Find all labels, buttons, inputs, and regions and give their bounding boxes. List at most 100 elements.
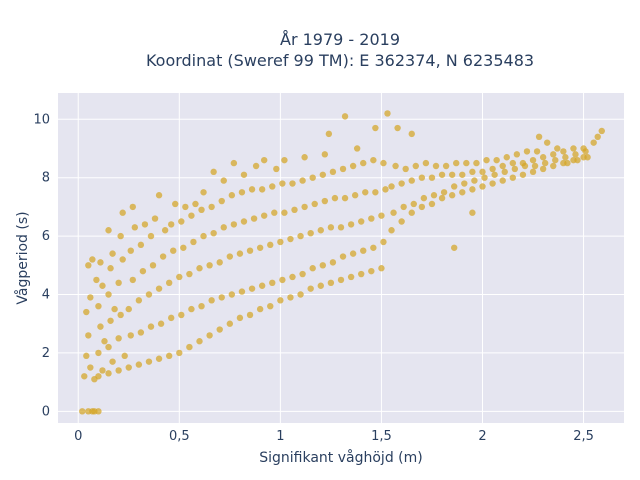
y-tick-label: 8	[42, 171, 50, 186]
data-point	[394, 124, 401, 132]
data-point	[412, 162, 419, 170]
data-point	[131, 224, 139, 231]
data-point	[432, 162, 440, 170]
y-tick-label: 6	[42, 229, 50, 244]
data-point	[83, 308, 90, 316]
data-point	[99, 282, 106, 289]
data-point	[182, 203, 189, 211]
data-point	[471, 177, 478, 184]
data-point	[539, 165, 547, 173]
data-point	[281, 209, 288, 216]
y-tick-label: 2	[42, 346, 50, 361]
data-point	[301, 154, 308, 161]
data-point	[519, 159, 527, 167]
data-point	[248, 186, 256, 193]
data-point	[165, 279, 173, 287]
data-point	[168, 314, 175, 322]
data-point	[180, 244, 187, 251]
data-point	[277, 238, 284, 246]
data-point	[309, 174, 316, 181]
data-point	[81, 373, 88, 380]
data-point	[442, 162, 450, 170]
data-point	[408, 177, 415, 184]
data-point	[448, 171, 456, 178]
data-point	[483, 156, 490, 164]
data-point	[115, 279, 122, 287]
data-point	[459, 189, 466, 196]
data-point	[438, 171, 446, 178]
data-point	[111, 305, 118, 313]
data-point	[85, 262, 92, 269]
data-point	[560, 148, 567, 155]
data-point	[347, 221, 355, 228]
data-point	[370, 156, 377, 164]
data-point	[378, 212, 385, 219]
data-point	[580, 145, 587, 152]
data-point	[192, 200, 199, 208]
data-point	[327, 279, 335, 287]
data-point	[176, 273, 183, 281]
data-point	[570, 145, 577, 152]
data-point	[408, 209, 415, 216]
data-point	[535, 133, 543, 141]
data-point	[479, 183, 486, 190]
data-point	[168, 221, 175, 228]
chart-title-line-2: Koordinat (Sweref 99 TM): E 362374, N 62…	[146, 51, 534, 70]
data-point	[210, 168, 217, 176]
data-point	[430, 192, 438, 199]
data-point	[463, 159, 470, 167]
y-tick-labels: 0 2 4 6 8 10	[33, 112, 50, 419]
data-point	[200, 189, 207, 196]
data-point	[360, 159, 367, 167]
data-point	[329, 168, 337, 176]
data-point	[155, 285, 163, 292]
data-point	[420, 194, 428, 202]
data-point	[349, 162, 357, 170]
data-point	[93, 276, 100, 284]
data-point	[95, 373, 102, 380]
data-point	[190, 238, 197, 246]
data-point	[267, 241, 274, 249]
data-point	[319, 262, 327, 269]
data-point	[238, 288, 246, 295]
data-point	[469, 186, 476, 193]
data-point	[200, 232, 207, 240]
data-point	[101, 338, 108, 345]
data-point	[137, 241, 145, 249]
data-point	[327, 224, 335, 231]
data-point	[594, 133, 601, 141]
x-tick-label: 0,5	[169, 429, 190, 444]
data-point	[299, 270, 306, 278]
data-point	[236, 314, 244, 322]
data-point	[119, 256, 126, 263]
data-point	[188, 212, 195, 219]
data-point	[170, 247, 177, 254]
data-point	[117, 232, 124, 240]
data-point	[220, 177, 227, 184]
data-point	[370, 244, 377, 251]
data-point	[87, 294, 94, 301]
data-point	[349, 250, 357, 257]
data-point	[529, 168, 537, 176]
data-point	[368, 267, 375, 275]
data-point	[372, 124, 379, 132]
data-point	[523, 148, 531, 155]
data-point	[584, 154, 591, 161]
data-point	[380, 238, 387, 246]
data-point	[572, 151, 579, 158]
y-tick-label: 0	[42, 404, 50, 419]
data-point	[448, 192, 456, 199]
x-tick-label: 2	[478, 429, 486, 444]
data-point	[279, 180, 286, 187]
data-point	[509, 159, 517, 167]
data-point	[388, 183, 395, 190]
x-tick-labels: 0 0,5 1 1,5 2 2,5	[74, 429, 594, 444]
x-tick-label: 1	[276, 429, 284, 444]
data-point	[400, 203, 407, 211]
data-point	[87, 364, 94, 371]
data-point	[236, 250, 244, 257]
data-point	[499, 162, 506, 170]
data-point	[206, 262, 213, 269]
data-point	[258, 186, 266, 193]
